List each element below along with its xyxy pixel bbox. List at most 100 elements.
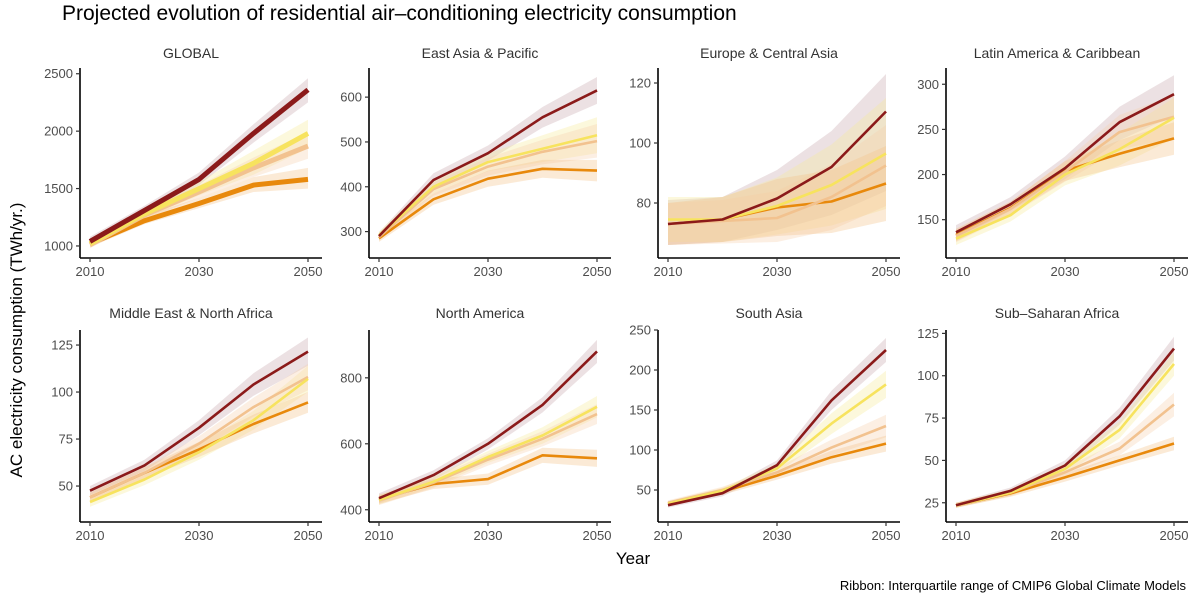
y-tick-label: 800 [340,370,362,385]
facet-title: East Asia & Pacific [422,45,539,61]
x-tick-label: 2010 [365,528,394,543]
y-tick-label: 80 [637,196,651,211]
panel-global: GLOBAL 1000 1500 2000 2500 2010 2030 2050 [44,45,322,279]
y-tick-label: 100 [51,385,73,400]
y-tick-label: 100 [629,443,651,458]
y-tick-label: 600 [340,436,362,451]
caption: Ribbon: Interquartile range of CMIP6 Glo… [840,578,1187,593]
panel-europe-central-asia: Europe & Central Asia 80 100 120 2010 2030 205… [629,45,900,279]
ribbon-series-2 [379,396,597,505]
facet-title: Latin America & Caribbean [974,45,1141,61]
y-tick-label: 500 [340,134,362,149]
x-tick-label: 2010 [365,264,394,279]
y-axis-title: AC electricity consumption (TWh/yr.) [7,203,26,478]
y-tick-label: 125 [917,326,939,341]
line-series-2 [955,116,1175,240]
y-tick-label: 200 [629,363,651,378]
x-tick-label: 2050 [872,528,901,543]
x-tick-label: 2010 [76,528,105,543]
y-tick-label: 200 [917,167,939,182]
facet-title: South Asia [736,305,803,321]
y-tick-label: 50 [637,483,651,498]
x-tick-label: 2030 [185,264,214,279]
line-series-2 [88,131,310,246]
line-series-1 [955,93,1175,234]
y-tick-label: 50 [925,453,939,468]
ribbon-series-4 [956,122,1174,242]
x-tick-label: 2050 [1160,528,1189,543]
line-series-2 [668,152,887,221]
line-series-1 [88,87,310,244]
facet-title: North America [436,305,525,321]
ribbon-series-1 [90,337,308,496]
y-tick-label: 120 [629,76,651,91]
y-tick-label: 2000 [44,124,73,139]
x-tick-label: 2030 [185,528,214,543]
line-series-1 [378,89,598,238]
y-tick-label: 100 [917,368,939,383]
panel-sub-saharan-africa: Sub–Saharan Africa 25 50 75 100 125 2010 2030 20… [917,305,1188,543]
x-tick-label: 2030 [763,264,792,279]
ribbon-series-3 [90,363,308,502]
ribbon-series-4 [90,392,308,502]
line-series-4 [89,176,309,247]
x-tick-label: 2050 [294,264,323,279]
line-series-2 [378,405,598,502]
ribbon-series-2 [668,98,886,242]
ribbon-series-4 [379,447,597,504]
panel-north-america: North America 400 600 800 2010 2030 2050 [340,305,611,543]
y-tick-label: 50 [59,479,73,494]
facet-title: Sub–Saharan Africa [995,305,1120,321]
x-tick-label: 2030 [763,528,792,543]
y-tick-label: 400 [340,179,362,194]
x-tick-label: 2010 [654,264,683,279]
ribbon-series-3 [668,414,886,506]
y-tick-label: 300 [917,77,939,92]
x-tick-label: 2010 [942,528,971,543]
line-series-1 [89,350,309,492]
y-tick-label: 1000 [44,238,73,253]
y-tick-label: 75 [925,411,939,426]
y-tick-label: 250 [917,122,939,137]
y-tick-label: 1500 [44,181,73,196]
line-series-2 [378,133,598,237]
line-series-1 [667,349,887,507]
x-tick-label: 2010 [654,528,683,543]
y-tick-label: 400 [340,502,362,517]
ribbon-series-1 [379,339,597,504]
y-tick-label: 2500 [44,66,73,81]
y-tick-label: 25 [925,495,939,510]
x-tick-label: 2030 [474,264,503,279]
ribbon-series-3 [379,124,597,241]
line-series-2 [667,383,887,505]
x-tick-label: 2010 [76,264,105,279]
ribbon-series-1 [956,75,1174,240]
x-tick-label: 2050 [583,528,612,543]
facet-panels: GLOBAL 1000 1500 2000 2500 2010 2030 2050 East A… [44,45,1188,543]
facet-title: GLOBAL [163,45,219,61]
line-series-1 [955,347,1176,507]
x-tick-label: 2050 [872,264,901,279]
y-tick-label: 150 [629,403,651,418]
line-series-3 [378,139,598,238]
x-tick-label: 2030 [1051,264,1080,279]
ribbon-series-4 [379,159,597,242]
line-series-4 [378,167,598,240]
ribbon-series-4 [668,435,886,506]
y-tick-label: 150 [917,212,939,227]
panel-latin-america-caribbean: Latin America & Caribbean 150 200 250 300 201… [917,45,1188,279]
facet-title: Europe & Central Asia [700,45,838,61]
ribbon-series-3 [668,125,886,245]
line-series-1 [378,350,598,500]
line-series-2 [89,377,309,504]
y-tick-label: 300 [340,224,362,239]
y-tick-label: 125 [51,338,73,353]
x-tick-label: 2050 [583,264,612,279]
line-series-3 [955,115,1175,238]
x-tick-label: 2030 [1051,528,1080,543]
ribbon-series-3 [379,404,597,506]
line-series-1 [667,110,887,226]
x-axis-title: Year [616,549,651,568]
y-tick-label: 75 [59,432,73,447]
